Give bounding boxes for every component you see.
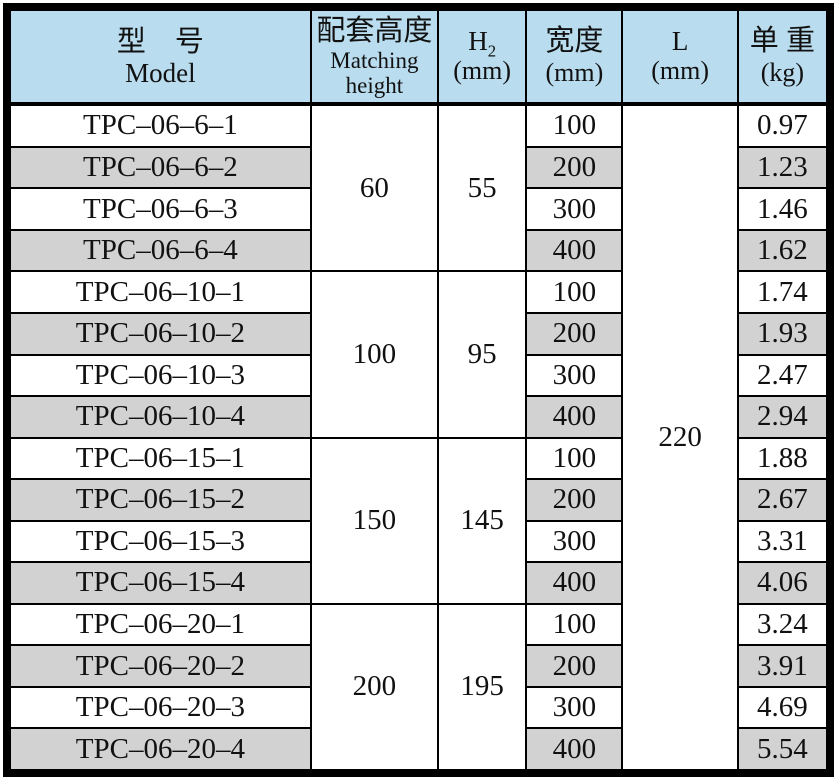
table-row: TPC–06–10–2 200 1.93: [9, 312, 829, 356]
table-row: TPC–06–20–4 400 5.54: [9, 727, 829, 771]
header-model: 型 号 Model: [9, 9, 312, 106]
model-cell: TPC–06–10–2: [9, 312, 312, 356]
model-cell: TPC–06–20–4: [9, 727, 312, 771]
model-cell: TPC–06–10–1: [9, 270, 312, 314]
table-row: TPC–06–15–1 150 145 100 1.88: [9, 436, 829, 605]
model-cell: TPC–06–15–3: [9, 519, 312, 564]
model-cell: TPC–06–20–2: [9, 644, 312, 688]
model-cell: TPC–06–15–2: [9, 478, 312, 522]
matching-height-cell: 60: [309, 102, 440, 273]
header-matching-height-en: Matching height: [330, 47, 419, 99]
table-row: TPC–06–15–4 400 4.06: [9, 561, 829, 605]
h2-cell: 55: [437, 102, 528, 273]
weight-cell: 3.24: [736, 602, 829, 647]
header-h2-symbol: H2: [468, 26, 497, 61]
width-cell: 300: [525, 519, 624, 564]
header-length-unit: (mm): [651, 55, 709, 85]
header-model-zh: 型 号: [116, 25, 204, 58]
width-cell: 300: [525, 187, 624, 231]
model-cell: TPC–06–10–3: [9, 353, 312, 398]
header-width: 宽度 (mm): [525, 9, 624, 106]
weight-cell: 1.93: [736, 312, 829, 356]
weight-cell: 4.69: [736, 685, 829, 730]
weight-cell: 4.06: [736, 561, 829, 605]
weight-cell: 1.88: [736, 436, 829, 481]
header-width-zh: 宽度: [545, 24, 604, 57]
h2-cell: 195: [437, 602, 528, 772]
length-cell: 220: [621, 103, 739, 771]
weight-cell: 2.67: [736, 478, 829, 522]
table-row: TPC–06–6–1 60 55 100 220 0.97: [9, 102, 829, 771]
width-cell: 200: [525, 478, 624, 522]
header-row: 型 号 Model 配套高度 Matching height H2 (mm) 宽…: [9, 9, 829, 106]
product-spec-table: 型 号 Model 配套高度 Matching height H2 (mm) 宽…: [9, 9, 829, 772]
width-cell: 100: [525, 602, 624, 647]
weight-cell: 1.23: [736, 145, 829, 190]
table-row: TPC–06–20–3 300 4.69: [9, 685, 829, 730]
model-cell: TPC–06–20–3: [9, 685, 312, 730]
table-row: TPC–06–6–3 300 1.46: [9, 187, 829, 231]
model-cell: TPC–06–20–1: [9, 602, 312, 647]
width-cell: 400: [525, 395, 624, 439]
weight-cell: 0.97: [736, 103, 829, 148]
header-width-unit: (mm): [545, 58, 604, 88]
matching-height-cell: 100: [309, 270, 440, 439]
width-cell: 300: [525, 685, 624, 730]
weight-cell: 3.31: [736, 519, 829, 564]
width-cell: 400: [525, 727, 624, 771]
model-cell: TPC–06–6–2: [9, 145, 312, 190]
header-matching-height-zh: 配套高度: [316, 14, 433, 47]
header-model-en: Model: [125, 58, 196, 88]
width-cell: 400: [525, 561, 624, 605]
width-cell: 300: [525, 353, 624, 398]
table-row: TPC–06–10–1 100 95 100 1.74: [9, 270, 829, 439]
width-cell: 200: [525, 145, 624, 190]
model-cell: TPC–06–10–4: [9, 395, 312, 439]
table-row: TPC–06–20–2 200 3.91: [9, 644, 829, 688]
header-unit-weight: 单 重 (kg): [736, 9, 829, 106]
h2-cell: 95: [437, 270, 528, 439]
header-length: L (mm): [621, 9, 739, 106]
weight-cell: 2.94: [736, 395, 829, 439]
weight-cell: 1.46: [736, 187, 829, 231]
width-cell: 100: [525, 270, 624, 314]
table-row: TPC–06–6–4 400 1.62: [9, 228, 829, 273]
product-spec-table-frame: 型 号 Model 配套高度 Matching height H2 (mm) 宽…: [3, 3, 834, 777]
weight-cell: 1.62: [736, 228, 829, 273]
weight-cell: 2.47: [736, 353, 829, 398]
model-cell: TPC–06–6–4: [9, 228, 312, 273]
model-cell: TPC–06–15–1: [9, 436, 312, 481]
width-cell: 400: [525, 228, 624, 273]
weight-cell: 1.74: [736, 270, 829, 314]
model-cell: TPC–06–15–4: [9, 561, 312, 605]
header-matching-height: 配套高度 Matching height: [309, 9, 440, 106]
width-cell: 100: [525, 103, 624, 148]
h2-cell: 145: [437, 436, 528, 605]
table-row: TPC–06–10–4 400 2.94: [9, 395, 829, 439]
header-unit-weight-zh: 单 重: [749, 24, 815, 57]
weight-cell: 3.91: [736, 644, 829, 688]
weight-cell: 5.54: [736, 727, 829, 771]
width-cell: 200: [525, 312, 624, 356]
matching-height-cell: 200: [309, 602, 440, 772]
header-length-symbol: L: [671, 26, 689, 57]
header-unit-weight-unit: (kg): [760, 58, 805, 88]
table-row: TPC–06–20–1 200 195 100 3.24: [9, 602, 829, 772]
width-cell: 200: [525, 644, 624, 688]
table-row: TPC–06–15–3 300 3.31: [9, 519, 829, 564]
header-h2: H2 (mm): [437, 9, 528, 106]
width-cell: 100: [525, 436, 624, 481]
table-row: TPC–06–6–2 200 1.23: [9, 145, 829, 190]
model-cell: TPC–06–6–3: [9, 187, 312, 231]
table-row: TPC–06–15–2 200 2.67: [9, 478, 829, 522]
model-cell: TPC–06–6–1: [9, 103, 312, 148]
header-h2-unit: (mm): [453, 55, 512, 85]
table-row: TPC–06–10–3 300 2.47: [9, 353, 829, 398]
matching-height-cell: 150: [309, 436, 440, 605]
